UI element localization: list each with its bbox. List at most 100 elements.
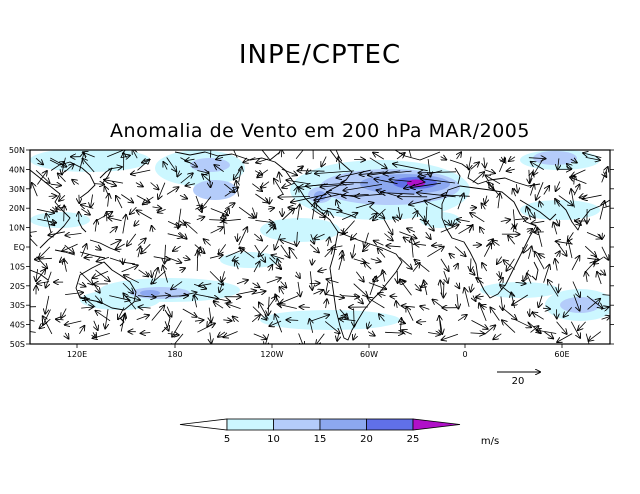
wind-arrow: [457, 219, 470, 221]
wind-arrow: [197, 251, 198, 272]
wind-arrow: [573, 185, 579, 196]
wind-arrow: [417, 193, 456, 198]
wind-arrow: [65, 233, 82, 235]
wind-arrow: [556, 181, 560, 192]
wind-arrow: [37, 282, 50, 284]
wind-arrow: [218, 332, 226, 337]
wind-arrow: [455, 264, 458, 270]
wind-arrow: [45, 295, 50, 314]
wind-arrow: [485, 175, 501, 185]
wind-arrow: [583, 194, 602, 199]
wind-arrow: [602, 232, 603, 239]
wind-arrow: [36, 208, 54, 213]
wind-arrow: [268, 208, 274, 209]
wind-arrow: [602, 294, 610, 296]
wind-arrow: [120, 314, 125, 332]
wind-arrow: [143, 196, 154, 204]
wind-arrow: [548, 280, 559, 297]
wind-arrow: [321, 183, 354, 187]
wind-arrow: [310, 319, 313, 333]
wind-arrow: [493, 333, 502, 340]
wind-arrow: [454, 246, 466, 257]
wind-arrow: [108, 194, 109, 207]
wind-arrow: [327, 279, 339, 283]
wind-arrow: [65, 293, 83, 295]
wind-arrow: [441, 157, 447, 160]
wind-arrow: [470, 270, 474, 274]
wind-arrow: [485, 195, 487, 204]
colorbar-label: 25: [407, 434, 420, 445]
wind-arrow: [259, 244, 269, 256]
wind-arrow: [537, 330, 557, 333]
wind-arrow: [122, 282, 133, 293]
wind-arrow: [280, 281, 287, 288]
wind-arrow: [197, 171, 208, 174]
wind-arrow: [50, 221, 55, 225]
wind-arrow: [480, 227, 484, 235]
wind-arrow: [464, 288, 470, 307]
wind-arrow: [571, 189, 574, 208]
wind-arrow: [116, 196, 123, 209]
wind-arrow: [415, 244, 427, 245]
colorbar: 5 10 15 20 25 m/s: [179, 418, 499, 447]
wind-arrow: [340, 319, 356, 321]
wind-arrow: [95, 212, 112, 222]
wind-arrow: [309, 244, 319, 253]
wind-arrow: [233, 257, 239, 261]
wind-arrow: [180, 173, 193, 184]
wind-arrow: [204, 239, 211, 246]
wind-arrow: [338, 256, 343, 271]
wind-arrow: [165, 244, 166, 264]
wind-arrow: [133, 150, 138, 159]
wind-arrow: [91, 194, 93, 208]
wind-arrow: [135, 183, 143, 187]
wind-arrow: [182, 308, 197, 317]
wind-arrow: [46, 214, 52, 233]
wind-arrow: [587, 299, 601, 310]
wind-arrow: [570, 177, 587, 184]
wind-arrow: [269, 257, 282, 269]
wind-arrow: [515, 219, 528, 220]
wind-arrow: [594, 256, 604, 264]
colorbar-segment: [273, 418, 321, 431]
reference-vector: 20: [497, 372, 540, 387]
colorbar-segment: [412, 418, 461, 431]
wind-arrow: [199, 284, 212, 286]
wind-arrow: [255, 193, 267, 203]
wind-arrow: [484, 157, 485, 168]
wind-arrow: [150, 182, 159, 190]
lat-label: 20N: [9, 204, 25, 213]
wind-arrow: [277, 259, 280, 271]
wind-arrow: [65, 320, 82, 325]
wind-arrow: [384, 233, 392, 241]
wind-arrow: [280, 287, 284, 295]
wind-arrow: [50, 184, 61, 185]
wind-arrow: [537, 228, 543, 247]
wind-arrow: [417, 322, 427, 323]
wind-arrow: [233, 317, 239, 322]
wind-arrow: [64, 244, 74, 253]
wind-arrow: [269, 320, 282, 326]
wind-arrow: [275, 314, 283, 333]
wind-arrow: [473, 296, 476, 301]
wind-arrow: [83, 159, 95, 173]
wind-arrow: [368, 206, 384, 218]
wind-arrow: [580, 195, 588, 198]
wind-arrow: [414, 283, 421, 291]
wind-arrow: [35, 258, 52, 259]
wind-arrow: [419, 172, 457, 173]
wind-arrow: [556, 251, 559, 256]
wind-arrow: [109, 227, 117, 234]
wind-arrow: [369, 277, 376, 296]
wind-arrow: [404, 237, 415, 246]
wind-arrow: [123, 294, 137, 310]
wind-arrow: [601, 246, 609, 260]
lon-label: 60W: [360, 350, 378, 359]
wind-arrow: [278, 197, 311, 198]
wind-arrow: [266, 278, 281, 284]
wind-arrow: [166, 306, 171, 317]
wind-arrow: [543, 265, 550, 283]
wind-arrow: [177, 170, 180, 177]
wind-arrow: [585, 333, 590, 344]
wind-arrow: [457, 194, 464, 210]
